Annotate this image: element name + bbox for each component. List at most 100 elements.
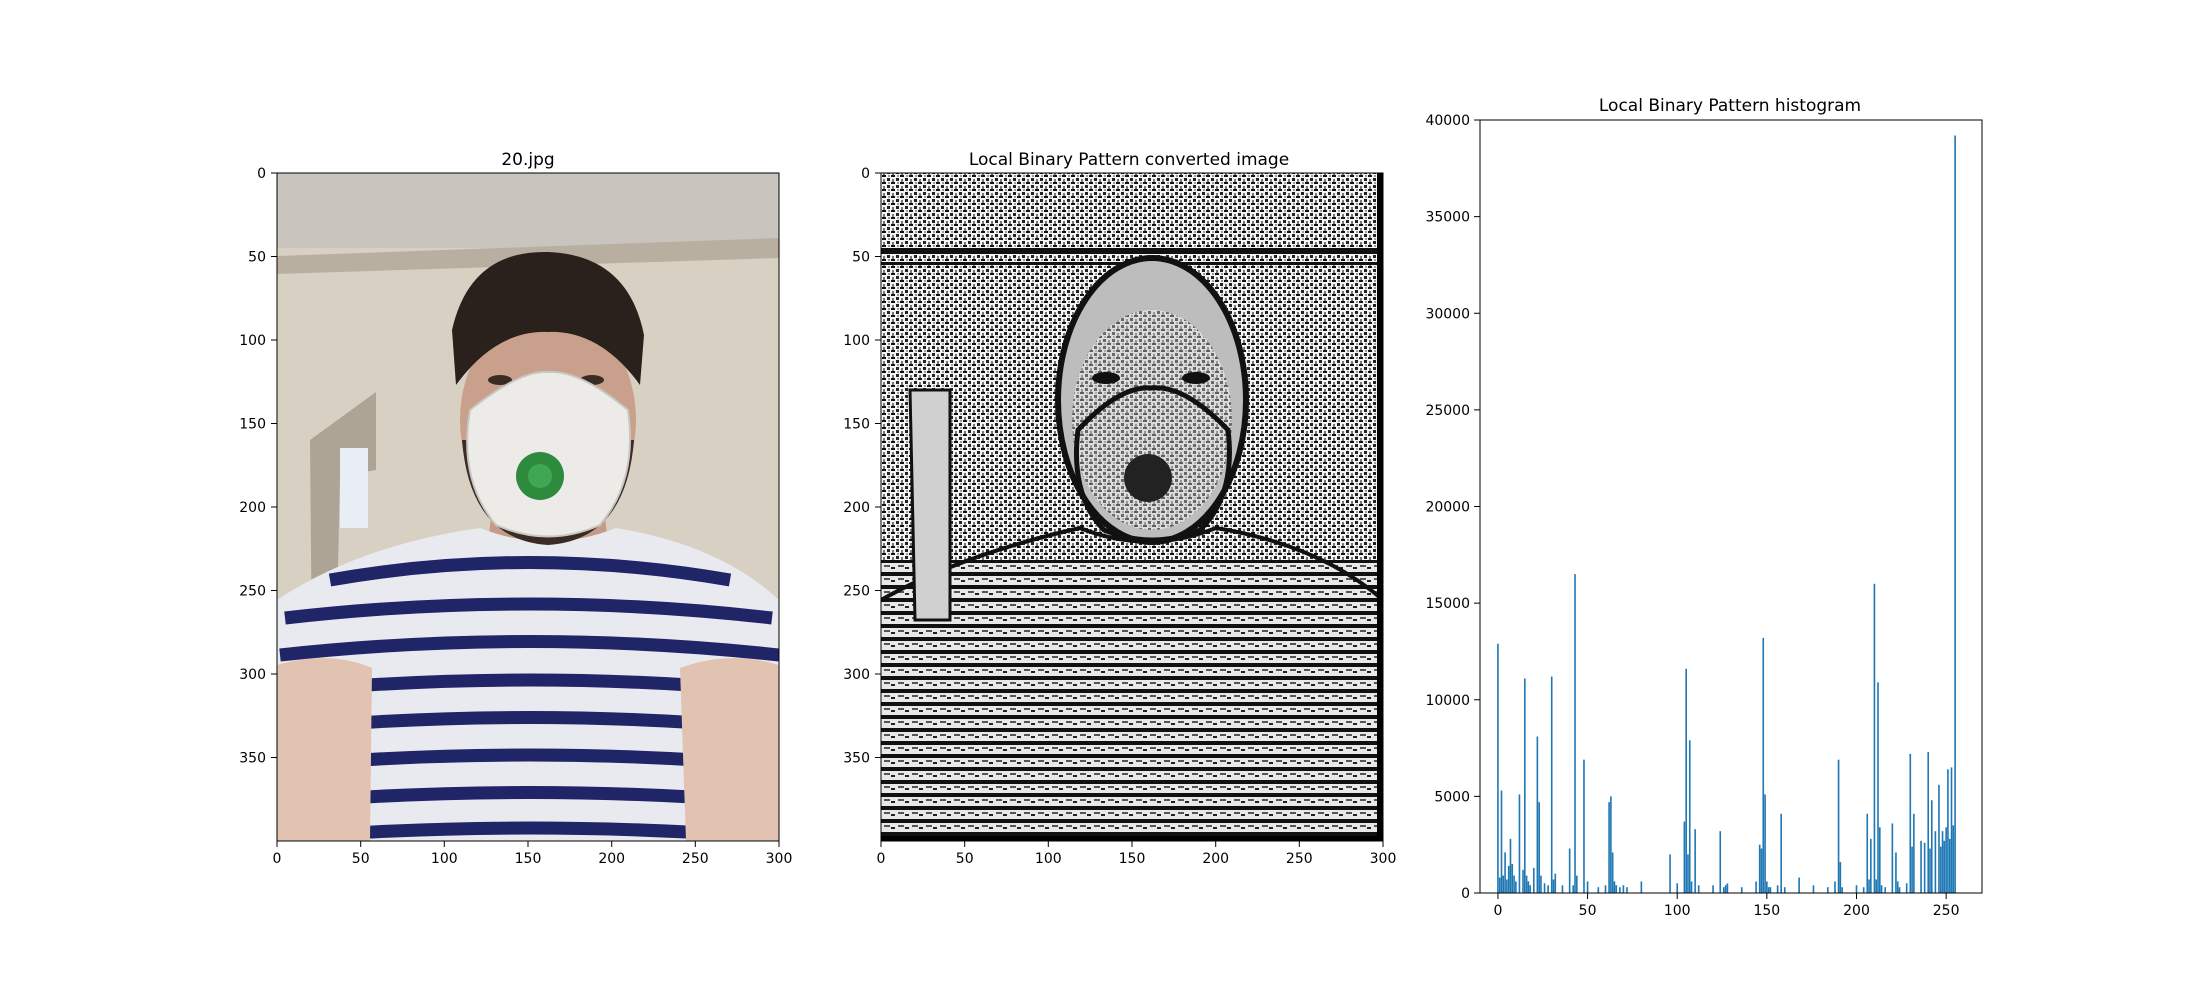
histogram-y-tick-label: 35000 (1425, 210, 1470, 226)
histogram-bar (1572, 885, 1575, 893)
histogram-bar (1522, 869, 1524, 893)
photo-hair (452, 251, 644, 385)
histogram-bar (1685, 668, 1687, 893)
svg-text:250: 250 (843, 584, 870, 600)
histogram-bar (1586, 881, 1589, 893)
histogram-bar (1525, 875, 1528, 893)
histogram-bar (1783, 887, 1786, 893)
svg-text:50: 50 (352, 851, 370, 867)
svg-text:100: 100 (239, 333, 266, 349)
histogram-bar (1626, 887, 1628, 893)
histogram-bar (1898, 887, 1901, 893)
histogram-bar (1676, 883, 1679, 893)
histogram-bar (1762, 637, 1765, 893)
histogram-bar (1920, 840, 1922, 893)
histogram-bar (1740, 887, 1743, 893)
histogram-x-tick-label: 0 (1493, 903, 1502, 919)
histogram-bar (1509, 838, 1512, 893)
photo-title: 20.jpg (501, 150, 554, 170)
histogram-bar (1543, 883, 1546, 893)
lbp-mask-outline (1073, 385, 1232, 543)
histogram-bar (1726, 883, 1729, 893)
svg-text:150: 150 (239, 417, 266, 433)
histogram-bar (1622, 885, 1625, 893)
histogram-bar (1613, 881, 1616, 893)
histogram-bar (1913, 813, 1915, 893)
histogram-bar (1884, 887, 1886, 893)
histogram-bar (1597, 887, 1600, 893)
svg-text:0: 0 (273, 851, 282, 867)
svg-text:50: 50 (248, 250, 266, 266)
histogram-bar (1943, 840, 1946, 893)
histogram-bar (1574, 574, 1576, 893)
histogram-bar (1769, 887, 1772, 893)
histogram-bar (1576, 875, 1578, 893)
photo-door-light (340, 448, 368, 528)
histogram-bar (1507, 865, 1510, 893)
histogram-bar (1891, 823, 1894, 893)
histogram-x-tick-label: 250 (1933, 903, 1960, 919)
histogram-bar (1719, 831, 1722, 893)
histogram-bar (1527, 881, 1530, 893)
svg-text:50: 50 (852, 250, 870, 266)
histogram-bar (1502, 875, 1505, 893)
photo-y-ticks: 0 50 100 150 200 250 300 350 (239, 166, 277, 767)
histogram-y-tick-label: 0 (1461, 886, 1470, 902)
histogram-bar (1712, 885, 1714, 893)
histogram-bar (1866, 813, 1869, 893)
histogram-bar (1515, 881, 1517, 893)
histogram-bar (1690, 881, 1693, 893)
histogram-bar (1694, 829, 1696, 893)
histogram-y-tick-label: 15000 (1425, 596, 1470, 612)
svg-text:50: 50 (956, 851, 974, 867)
histogram-bar (1950, 767, 1953, 893)
svg-text:100: 100 (843, 333, 870, 349)
histogram-bar (1552, 879, 1555, 893)
histogram-bar (1755, 881, 1757, 893)
svg-text:0: 0 (257, 166, 266, 182)
histogram-bar (1683, 821, 1686, 893)
histogram-bar (1895, 852, 1897, 893)
histogram-bar (1954, 135, 1956, 893)
histogram-bar (1561, 885, 1564, 893)
histogram-y-tick-label: 10000 (1425, 693, 1470, 709)
histogram-bar (1873, 583, 1876, 893)
histogram-bar (1879, 827, 1881, 893)
histogram-bar (1837, 759, 1840, 893)
histogram-bar (1855, 885, 1858, 893)
histogram-bar (1923, 842, 1926, 893)
histogram-bar (1834, 881, 1836, 893)
histogram-x-ticks: 0 50 100 150 200 250 (1493, 893, 1960, 919)
histogram-bar (1929, 848, 1931, 893)
histogram-bar (1911, 846, 1913, 893)
svg-text:100: 100 (431, 851, 458, 867)
histogram-bar (1640, 881, 1643, 893)
histogram-frame (1479, 119, 1983, 894)
photo-arm-left (277, 658, 372, 841)
histogram-bar (1870, 838, 1872, 893)
histogram-bar (1497, 643, 1499, 893)
histogram-bar (1536, 736, 1539, 893)
svg-text:200: 200 (598, 851, 625, 867)
histogram-bar (1529, 885, 1531, 893)
histogram-bar (1687, 854, 1689, 893)
histogram-bar (1669, 854, 1671, 893)
histogram-bar (1945, 827, 1947, 893)
histogram-y-tick-label: 5000 (1434, 789, 1470, 805)
histogram-bar (1688, 740, 1691, 893)
svg-text:200: 200 (239, 500, 266, 516)
histogram-bar (1724, 885, 1727, 893)
svg-text:300: 300 (239, 667, 266, 683)
svg-text:300: 300 (843, 667, 870, 683)
histogram-bar (1550, 676, 1553, 893)
histogram-bar (1547, 885, 1549, 893)
histogram-bar (1927, 751, 1930, 893)
histogram-bar (1938, 784, 1940, 893)
histogram-bar (1532, 867, 1535, 893)
histogram-bar (1506, 879, 1508, 893)
histogram-bar (1697, 885, 1700, 893)
svg-text:100: 100 (1035, 851, 1062, 867)
histogram-bar (1583, 759, 1585, 893)
histogram-bar (1764, 794, 1766, 893)
histogram-bar (1611, 852, 1614, 893)
